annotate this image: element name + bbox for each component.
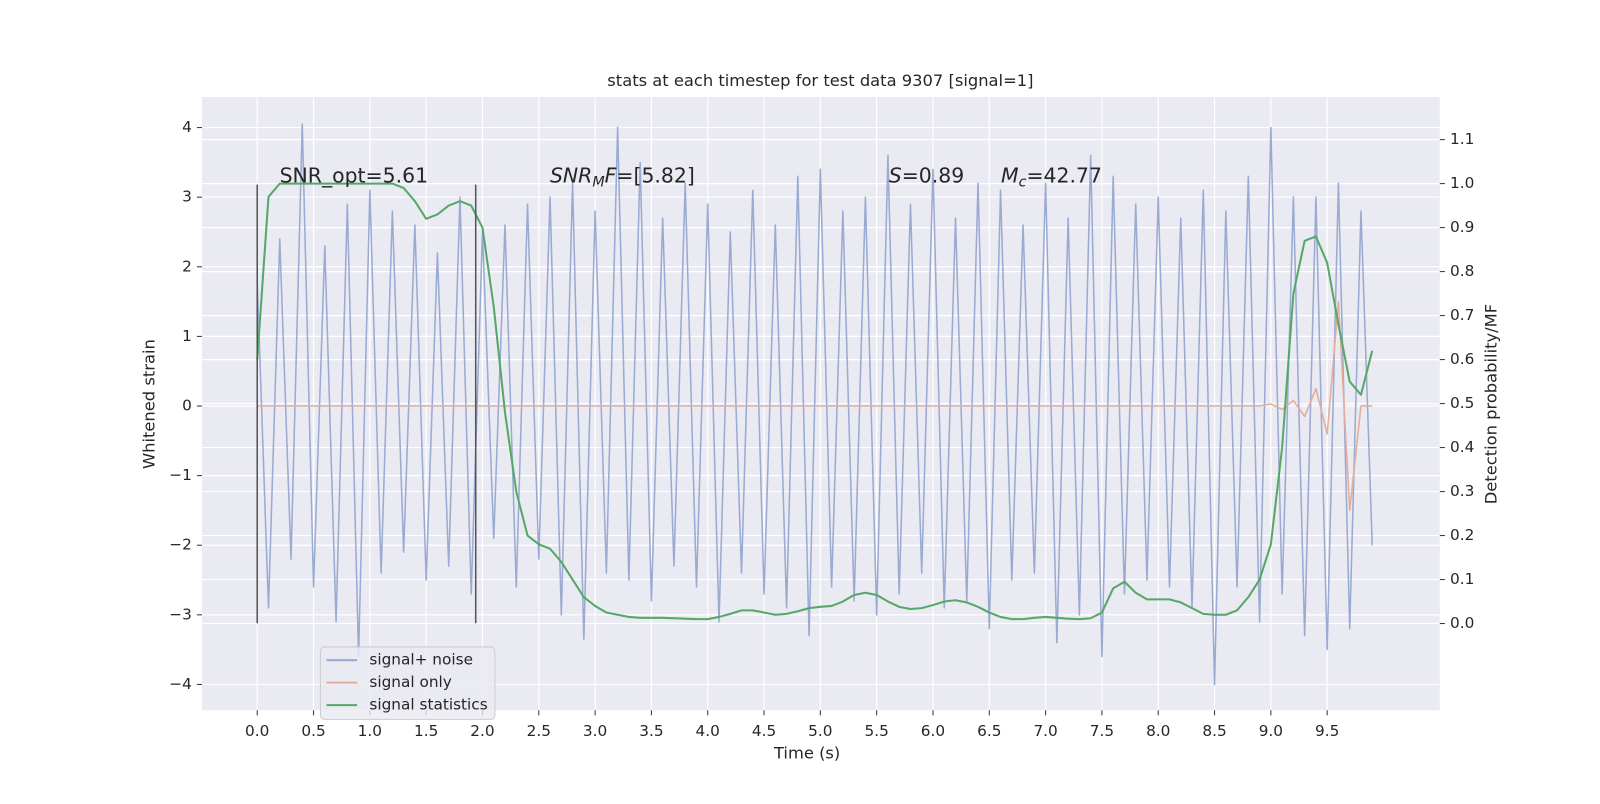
y-tick-label: −2 [169, 536, 192, 554]
y-tick-label: 3 [182, 188, 192, 206]
y2-tick-label: 0.4 [1450, 438, 1474, 456]
y2-tick-label: 0.6 [1450, 350, 1474, 368]
y2-axis-label: Detection probability/MF [1481, 304, 1500, 504]
x-tick-label: 4.5 [752, 722, 776, 740]
x-tick-label: 5.0 [808, 722, 832, 740]
y2-tick-label: 0.2 [1450, 526, 1474, 544]
annotation-part: =0.89 [902, 164, 965, 188]
y-tick-label: −4 [169, 675, 192, 693]
y2-tick-label: 0.5 [1450, 394, 1474, 412]
x-tick-label: 1.5 [414, 722, 438, 740]
y2-tick-label: 0.1 [1450, 570, 1474, 588]
x-tick-label: 2.5 [527, 722, 551, 740]
y-tick-label: 4 [182, 118, 192, 136]
annotation: SNRMF=[5.82] [550, 164, 695, 191]
annotation-part: F [605, 164, 617, 188]
x-tick-label: 9.5 [1315, 722, 1339, 740]
y-tick-label: −1 [169, 466, 192, 484]
y-axis-label: Whitened strain [140, 339, 159, 469]
x-axis-label: Time (s) [773, 744, 840, 763]
y2-tick-label: 1.0 [1450, 174, 1474, 192]
x-tick-label: 8.5 [1202, 722, 1226, 740]
annotation-part: c [1019, 175, 1027, 191]
y2-tick-label: 1.1 [1450, 130, 1474, 148]
y-tick-label: 1 [182, 327, 192, 345]
x-tick-label: 0.0 [245, 722, 269, 740]
annotation-part: SNR [550, 164, 592, 188]
x-tick-label: 7.0 [1033, 722, 1057, 740]
series-line [256, 123, 1373, 686]
x-tick-label: 9.0 [1259, 722, 1283, 740]
annotation-part: M [592, 175, 604, 191]
y2-tick-label: 0.3 [1450, 482, 1474, 500]
legend-label: signal+ noise [369, 651, 473, 669]
legend-label: signal statistics [369, 696, 487, 714]
y2-tick-label: 0.8 [1450, 262, 1474, 280]
y-tick-label: 2 [182, 257, 192, 275]
series-line [256, 182, 1374, 621]
x-tick-label: 3.5 [639, 722, 663, 740]
annotation: Mc=42.77 [1001, 164, 1102, 191]
annotation: SNR_opt=5.61 [280, 164, 428, 189]
annotation-part: M [1001, 164, 1019, 188]
annotation: S=0.89 [889, 164, 964, 188]
x-tick-label: 6.0 [921, 722, 945, 740]
x-tick-label: 5.5 [865, 722, 889, 740]
y-tick-label: 0 [182, 397, 192, 415]
y2-tick-label: 0.9 [1450, 218, 1474, 236]
legend-label: signal only [369, 673, 451, 691]
y2-tick-label: 0.0 [1450, 614, 1474, 632]
chart-title: stats at each timestep for test data 930… [607, 71, 1033, 90]
x-tick-label: 3.0 [583, 722, 607, 740]
x-tick-label: 7.5 [1090, 722, 1114, 740]
annotation-part: SNR_opt=5.61 [280, 164, 428, 189]
x-tick-label: 6.5 [977, 722, 1001, 740]
annotation-part: =42.77 [1026, 164, 1101, 188]
legend-box [319, 646, 496, 720]
x-tick-label: 1.0 [358, 722, 382, 740]
x-tick-label: 2.0 [470, 722, 494, 740]
x-tick-label: 4.0 [696, 722, 720, 740]
x-tick-label: 8.0 [1146, 722, 1170, 740]
annotation-part: =[5.82] [616, 164, 694, 188]
y2-tick-label: 0.7 [1450, 306, 1474, 324]
series-line [257, 300, 1373, 512]
legend: signal+ noise signal only signal statistic… [319, 646, 496, 720]
annotation-part: S [889, 164, 902, 188]
y-tick-label: −3 [169, 605, 192, 623]
x-tick-label: 0.5 [301, 722, 325, 740]
